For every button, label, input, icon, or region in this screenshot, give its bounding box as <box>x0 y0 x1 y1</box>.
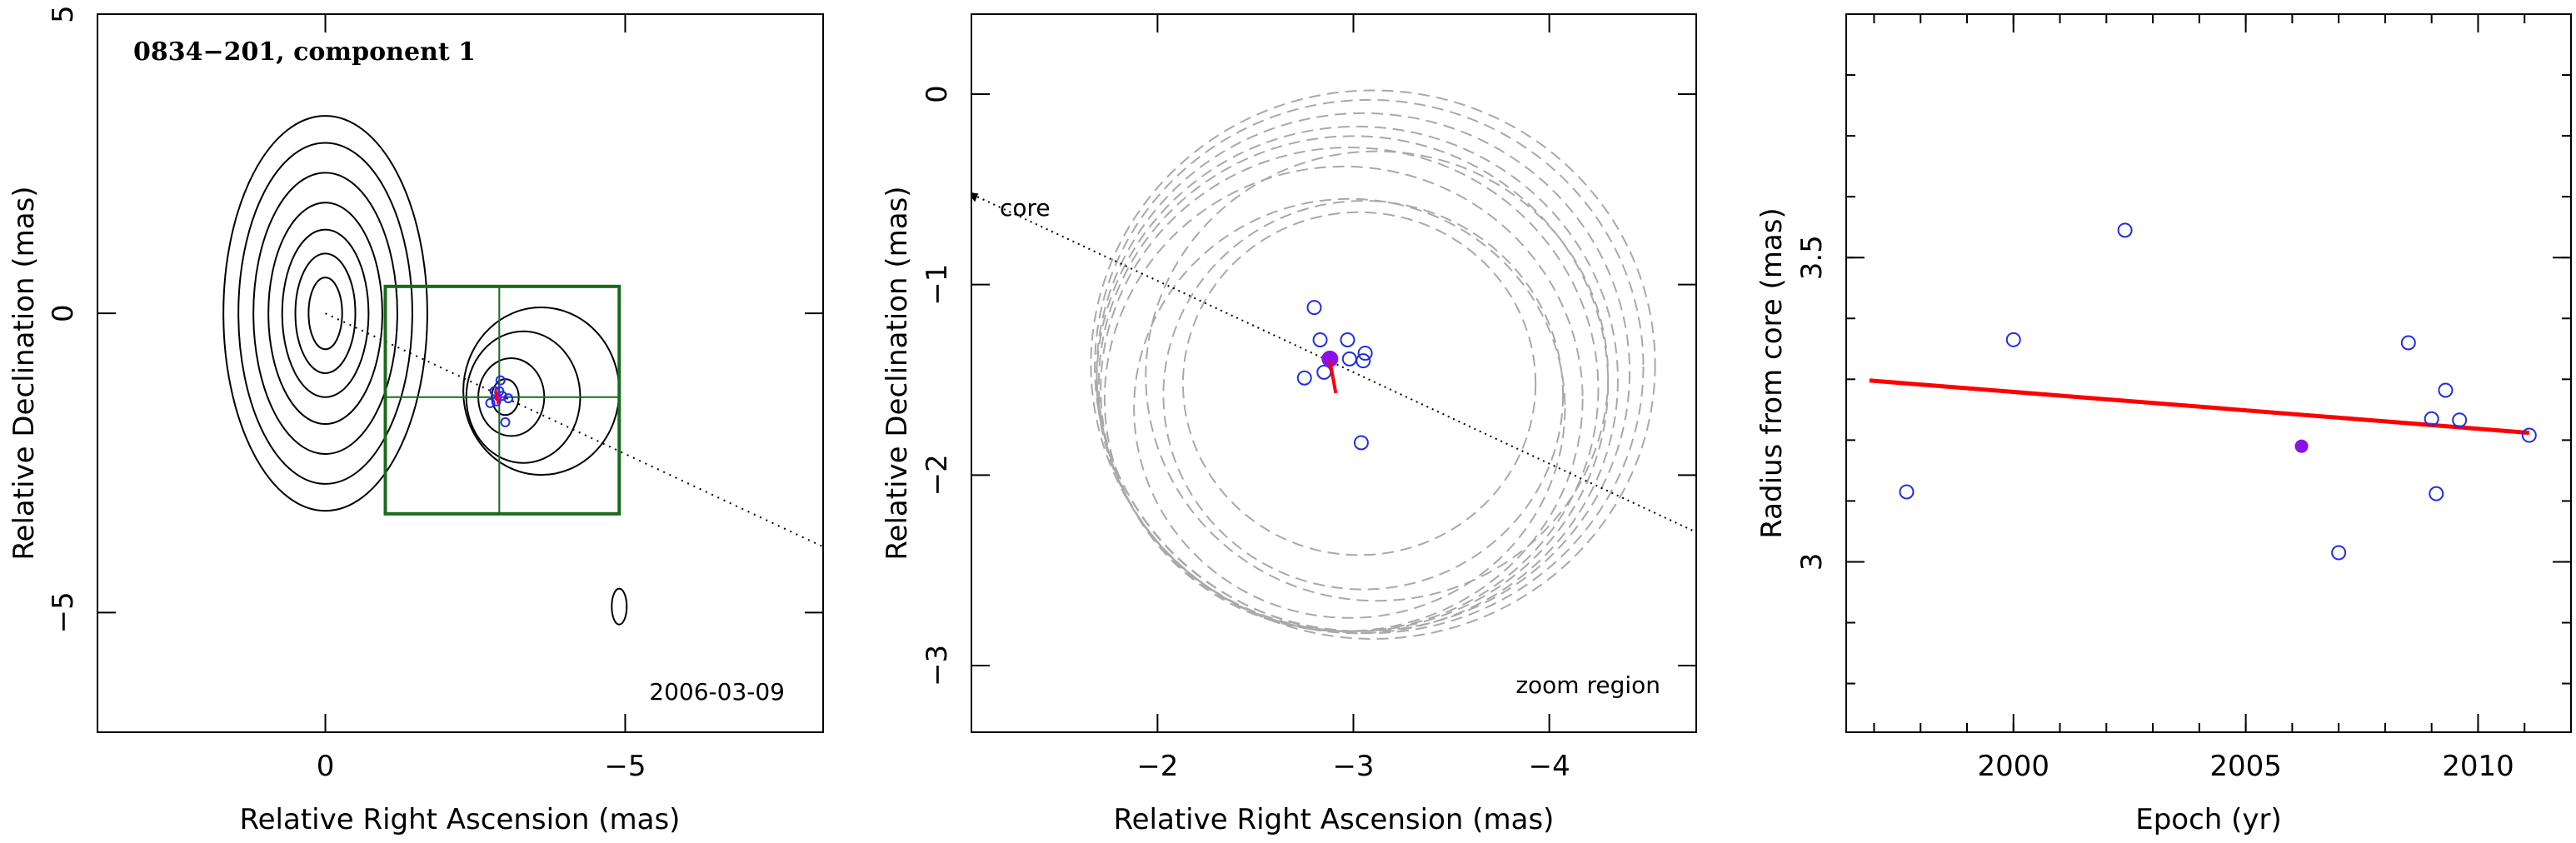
x-axis-label-3: Epoch (yr) <box>2135 803 2282 836</box>
data-point <box>1306 300 1322 316</box>
p2-ytick-label: −1 <box>921 264 954 306</box>
data-point <box>2424 411 2439 426</box>
p3-ytick-label: 3.5 <box>1795 235 1829 280</box>
data-point <box>1340 332 1355 347</box>
data-point <box>1353 435 1369 451</box>
panel1-ticks: 0 −5 5 0 −5 <box>47 5 823 783</box>
x-axis-label-2: Relative Right Ascension (mas) <box>1114 803 1555 836</box>
panel2-frame <box>971 13 1697 733</box>
y-axis-label-2: Relative Declination (mas) <box>881 186 914 560</box>
p2-ytick-label: −3 <box>921 645 954 686</box>
error-circle <box>1181 211 1537 556</box>
zoom-box <box>383 284 622 516</box>
fit-point <box>2294 439 2309 453</box>
core-label: core <box>1000 194 1051 222</box>
data-point <box>1296 370 1312 386</box>
panel-radius-epoch: 2000 2005 2010 3 3.5 Epoch (yr) Radius from … <box>1755 13 2572 836</box>
p2-ytick-label: −2 <box>921 454 954 496</box>
error-circle <box>1133 197 1566 619</box>
zoom-region-label: zoom region <box>1515 671 1660 699</box>
p2-xtick-label: −4 <box>1529 750 1570 783</box>
data-point <box>1355 353 1371 369</box>
y-axis-label-3: Radius from core (mas) <box>1755 207 1789 538</box>
panel-zoom-region: −2 −3 −4 0 −1 −2 −3 core zoom region Relative … <box>881 13 1697 836</box>
contour-level <box>307 277 343 351</box>
contour-blob <box>462 306 621 476</box>
p1-ytick-label: −5 <box>47 591 80 633</box>
contour-level <box>267 202 383 426</box>
fit-point <box>1321 350 1339 367</box>
contour-level <box>222 115 428 512</box>
error-circle <box>1094 98 1645 635</box>
panel2-ticks: −2 −3 −4 0 −1 −2 −3 <box>921 14 1696 783</box>
p2-xtick-label: −2 <box>1136 750 1178 783</box>
error-circle <box>1145 150 1610 602</box>
data-point <box>1316 364 1332 380</box>
p2-ytick-label: 0 <box>921 85 954 103</box>
date-label: 2006-03-09 <box>649 678 785 706</box>
data-point <box>500 417 511 427</box>
p1-xtick-label: −5 <box>604 750 646 783</box>
panel3-ticks: 2000 2005 2010 3 3.5 <box>1795 14 2571 783</box>
data-point <box>2005 332 2021 347</box>
data-point <box>485 397 496 408</box>
direction-line <box>971 192 1696 533</box>
error-circle <box>1096 125 1619 635</box>
data-point <box>2429 486 2444 501</box>
data-point <box>2117 222 2133 238</box>
fit-line <box>1869 378 2530 436</box>
p3-xtick-label: 2005 <box>2209 750 2282 783</box>
contour-level <box>294 252 357 374</box>
data-point <box>503 393 514 404</box>
panel3-frame <box>1845 13 2572 733</box>
p1-ytick-label: 0 <box>47 304 80 322</box>
p3-ytick-label: 3 <box>1795 553 1829 571</box>
direction-line <box>325 312 824 548</box>
error-circle <box>1097 135 1610 632</box>
error-circle <box>1162 200 1565 591</box>
panel2-inner <box>971 89 1696 640</box>
p1-xtick-label: 0 <box>317 750 335 783</box>
p2-xtick-label: −3 <box>1332 750 1374 783</box>
contour-level <box>281 228 370 398</box>
panel1-frame <box>97 13 824 733</box>
data-point <box>2331 545 2347 561</box>
error-circle <box>1090 89 1656 640</box>
data-point <box>1341 351 1357 367</box>
data-point <box>1357 345 1373 361</box>
p3-xtick-label: 2000 <box>1978 750 2050 783</box>
motion-vector <box>494 388 500 404</box>
data-point <box>1312 332 1328 347</box>
x-axis-label-1: Relative Right Ascension (mas) <box>240 803 681 836</box>
data-point <box>495 375 506 386</box>
radius-content <box>1869 222 2537 561</box>
panel-title: 0834−201, component 1 <box>133 37 476 67</box>
p3-xtick-label: 2010 <box>2442 750 2514 783</box>
contour-map <box>222 115 824 626</box>
y-axis-label-1: Relative Declination (mas) <box>7 186 41 560</box>
panel-component-map: 0 −5 5 0 −5 0834−201, component 1 2006-03-09… <box>7 5 824 836</box>
data-point <box>2521 427 2537 443</box>
contour-level <box>237 142 413 485</box>
data-point <box>2438 382 2454 398</box>
data-point <box>2400 335 2416 351</box>
error-circle <box>1096 112 1631 632</box>
contour-level <box>252 172 398 455</box>
zoom-content <box>971 89 1696 640</box>
data-point <box>2452 412 2468 428</box>
motion-vector <box>1328 360 1338 394</box>
data-point <box>1899 484 1915 500</box>
p1-ytick-label: 5 <box>47 5 80 23</box>
error-circle <box>1100 147 1600 632</box>
contour-blob <box>611 587 628 626</box>
core-arrow-head <box>971 192 979 202</box>
